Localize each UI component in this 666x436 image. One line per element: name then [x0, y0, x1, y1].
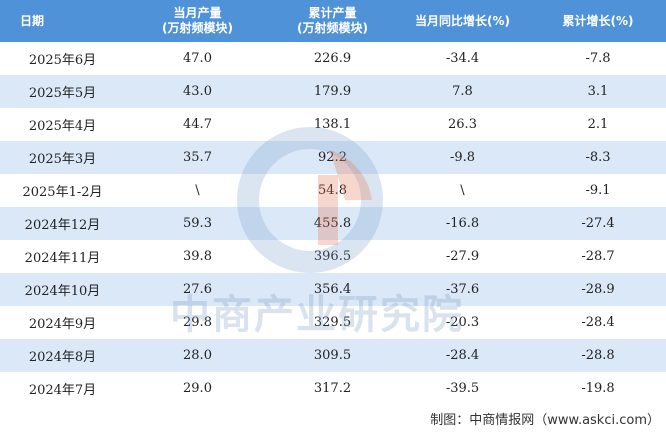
- header-row: 日期 当月产量 (万射频模块) 累计产量 (万射频模块) 当月同比增长(%) 累计增长(%): [0, 0, 666, 42]
- table-row: 2024年8月 28.0 309.5 -28.4 -28.8: [0, 339, 666, 372]
- header-line: (万射频模块): [297, 21, 368, 35]
- table-cell: 226.9: [270, 42, 395, 75]
- table-cell: 43.0: [125, 75, 270, 108]
- table-cell: 28.0: [125, 339, 270, 372]
- table-row: 2024年12月 59.3 455.8 -16.8 -27.4: [0, 207, 666, 240]
- table-cell: 2024年9月: [0, 306, 125, 339]
- table-cell: 92.2: [270, 141, 395, 174]
- table-cell: 329.5: [270, 306, 395, 339]
- table-cell: -28.7: [530, 240, 666, 273]
- table-cell: 27.6: [125, 273, 270, 306]
- table-cell: -27.4: [530, 207, 666, 240]
- table-cell: 2024年11月: [0, 240, 125, 273]
- table-row: 2025年4月 44.7 138.1 26.3 2.1: [0, 108, 666, 141]
- table-cell: 2024年8月: [0, 339, 125, 372]
- table-cell: -37.6: [395, 273, 530, 306]
- table-cell: -28.4: [395, 339, 530, 372]
- data-table: 日期 当月产量 (万射频模块) 累计产量 (万射频模块) 当月同比增长(%) 累计增长(%)…: [0, 0, 666, 405]
- table-row: 2024年10月 27.6 356.4 -37.6 -28.9: [0, 273, 666, 306]
- table-row: 2025年5月 43.0 179.9 7.8 3.1: [0, 75, 666, 108]
- table-cell: 2025年6月: [0, 42, 125, 75]
- table-row: 2024年9月 29.8 329.5 -20.3 -28.4: [0, 306, 666, 339]
- table-cell: 2024年12月: [0, 207, 125, 240]
- table-cell: 2025年5月: [0, 75, 125, 108]
- header-cell: 日期: [0, 0, 125, 42]
- table-cell: 309.5: [270, 339, 395, 372]
- table-cell: -16.8: [395, 207, 530, 240]
- table-cell: 2024年10月: [0, 273, 125, 306]
- table-cell: 179.9: [270, 75, 395, 108]
- header-line: 累计产量: [308, 6, 357, 20]
- table-row: 2025年6月 47.0 226.9 -34.4 -7.8: [0, 42, 666, 75]
- table-cell: -28.9: [530, 273, 666, 306]
- table-cell: -27.9: [395, 240, 530, 273]
- table-cell: 317.2: [270, 372, 395, 405]
- table-cell: 26.3: [395, 108, 530, 141]
- table-cell: \: [125, 174, 270, 207]
- table-cell: 138.1: [270, 108, 395, 141]
- table-cell: 59.3: [125, 207, 270, 240]
- table-row: 2024年11月 39.8 396.5 -27.9 -28.7: [0, 240, 666, 273]
- header-cell: 当月同比增长(%): [395, 0, 530, 42]
- table-cell: 356.4: [270, 273, 395, 306]
- header-line: 累计增长(%): [562, 13, 634, 28]
- table-cell: -28.8: [530, 339, 666, 372]
- table-cell: 44.7: [125, 108, 270, 141]
- table-cell: 54.8: [270, 174, 395, 207]
- header-line: 当月产量: [173, 6, 222, 20]
- table-cell: 39.8: [125, 240, 270, 273]
- header-line: 日期: [20, 13, 45, 28]
- table-cell: -34.4: [395, 42, 530, 75]
- table-cell: 2025年1-2月: [0, 174, 125, 207]
- table-cell: -8.3: [530, 141, 666, 174]
- table-cell: -39.5: [395, 372, 530, 405]
- header-line: (万射频模块): [162, 21, 233, 35]
- header-cell: 累计增长(%): [530, 0, 666, 42]
- table-cell: 29.8: [125, 306, 270, 339]
- table-cell: \: [395, 174, 530, 207]
- table-cell: 2025年3月: [0, 141, 125, 174]
- table-cell: 3.1: [530, 75, 666, 108]
- table-cell: 2.1: [530, 108, 666, 141]
- header-cell: 当月产量 (万射频模块): [125, 0, 270, 42]
- table-cell: -9.8: [395, 141, 530, 174]
- footer-credit: 制图：中商情报网（www.askci.com）: [430, 413, 660, 428]
- table-cell: 396.5: [270, 240, 395, 273]
- table-cell: -28.4: [530, 306, 666, 339]
- table-cell: 7.8: [395, 75, 530, 108]
- table-cell: 2025年4月: [0, 108, 125, 141]
- table-cell: 47.0: [125, 42, 270, 75]
- table-cell: -9.1: [530, 174, 666, 207]
- table-cell: 29.0: [125, 372, 270, 405]
- table-body: 2025年6月 47.0 226.9 -34.4 -7.8 2025年5月 43.0 179.…: [0, 42, 666, 405]
- table-cell: -7.8: [530, 42, 666, 75]
- header-line: 当月同比增长(%): [415, 13, 510, 28]
- table-cell: -19.8: [530, 372, 666, 405]
- table-row: 2025年1-2月 \ 54.8 \ -9.1: [0, 174, 666, 207]
- header-cell: 累计产量 (万射频模块): [270, 0, 395, 42]
- table-cell: 2024年7月: [0, 372, 125, 405]
- table-cell: 35.7: [125, 141, 270, 174]
- table-cell: -20.3: [395, 306, 530, 339]
- table-row: 2024年7月 29.0 317.2 -39.5 -19.8: [0, 372, 666, 405]
- table-cell: 455.8: [270, 207, 395, 240]
- table-row: 2025年3月 35.7 92.2 -9.8 -8.3: [0, 141, 666, 174]
